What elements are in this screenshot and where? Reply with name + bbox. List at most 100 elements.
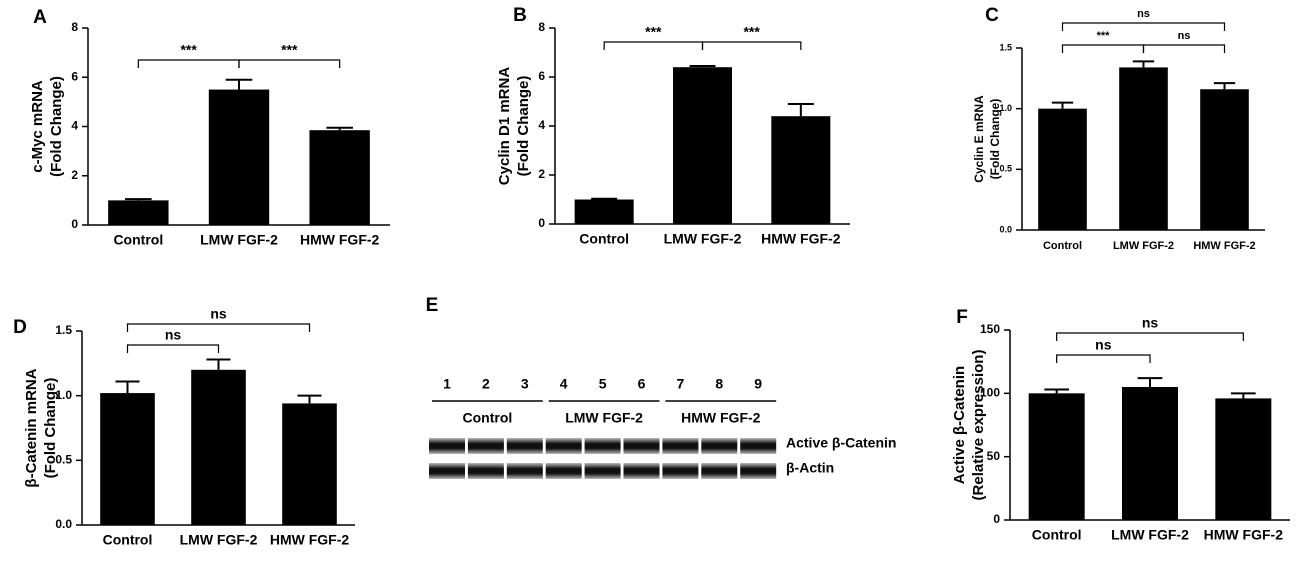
significance-bracket	[1061, 44, 1145, 53]
error-bar	[225, 78, 253, 90]
y-tick-label: 1.5	[999, 42, 1012, 52]
panel-label: B	[513, 5, 527, 26]
group-label: HMW FGF-2	[681, 410, 761, 426]
y-axis-label: β-Catenin mRNA	[23, 368, 40, 487]
significance-label: ***	[743, 24, 760, 40]
y-tick-label: 1.0	[999, 103, 1012, 113]
blot-band	[740, 463, 777, 479]
error-bar	[1051, 101, 1074, 109]
y-axis-label: Active β-Catenin	[951, 366, 968, 484]
x-tick-label: Control	[113, 232, 163, 248]
x-tick-label: HMW FGF-2	[270, 532, 350, 548]
significance-bracket	[1056, 332, 1244, 341]
row-label: β-Actin	[786, 460, 834, 476]
bar	[1122, 387, 1178, 520]
significance-label: ***	[281, 42, 298, 58]
y-tick-label: 100	[980, 386, 1000, 400]
error-bar	[297, 394, 322, 404]
y-axis-label: Cyclin D1 mRNA	[496, 67, 513, 186]
blot-band	[584, 463, 621, 479]
y-tick-label: 2	[71, 168, 78, 182]
bar	[100, 393, 155, 525]
y-tick-label: 8	[71, 20, 78, 34]
blot-band	[467, 438, 504, 454]
x-tick-label: LMW FGF-2	[1113, 240, 1174, 252]
blot-band	[467, 463, 504, 479]
panel-label: A	[33, 7, 47, 28]
x-tick-label: HMW FGF-2	[761, 231, 841, 247]
y-axis-label: (Relative expression)	[970, 350, 987, 501]
y-tick-label: 6	[71, 69, 78, 83]
panel-label: D	[13, 317, 27, 338]
blot-band	[740, 438, 777, 454]
panel-label: C	[985, 5, 999, 26]
bar	[282, 403, 337, 525]
blot-band	[662, 463, 699, 479]
significance-bracket	[1056, 354, 1151, 363]
x-tick-label: LMW FGF-2	[180, 532, 258, 548]
y-tick-label: 2	[538, 167, 545, 181]
y-axis-label: c-Myc mRNA	[29, 80, 46, 173]
significance-label: ***	[1097, 30, 1111, 42]
lane-number: 6	[638, 376, 646, 392]
bar	[673, 67, 732, 224]
blot-band	[623, 438, 660, 454]
x-tick-label: LMW FGF-2	[200, 232, 278, 248]
error-bar	[1137, 377, 1163, 387]
lane-number: 8	[715, 376, 723, 392]
bar	[574, 199, 634, 224]
significance-bracket	[603, 41, 704, 50]
significance-bracket	[1142, 44, 1226, 53]
blot-band	[506, 438, 543, 454]
significance-bracket	[126, 323, 311, 332]
blot-band	[429, 438, 465, 454]
y-tick-label: 0	[71, 217, 78, 231]
significance-label: ***	[645, 24, 662, 40]
y-tick-label: 1.5	[55, 323, 72, 337]
y-tick-label: 8	[538, 20, 545, 34]
error-bar	[1132, 60, 1155, 68]
error-bar	[1213, 82, 1236, 90]
y-tick-label: 0	[538, 216, 545, 230]
lane-number: 1	[443, 376, 451, 392]
y-axis-label: (Fold Change)	[515, 76, 532, 177]
significance-label: ***	[180, 42, 197, 58]
blot-band	[701, 463, 738, 479]
y-tick-label: 0.0	[55, 517, 72, 531]
significance-label: ns	[165, 327, 182, 343]
y-tick-label: 4	[71, 119, 78, 133]
y-tick-label: 6	[538, 69, 545, 83]
lane-number: 2	[482, 376, 490, 392]
y-tick-label: 150	[980, 322, 1000, 336]
blot-band	[545, 438, 582, 454]
significance-bracket	[238, 59, 341, 68]
error-bar	[125, 198, 152, 201]
bar	[1038, 108, 1087, 230]
y-tick-label: 4	[538, 118, 545, 132]
bar	[108, 200, 169, 225]
y-tick-label: 0.5	[55, 453, 72, 467]
y-tick-label: 0.0	[999, 224, 1012, 234]
significance-bracket	[1061, 22, 1226, 31]
y-tick-label: 50	[987, 449, 1001, 463]
group-label: LMW FGF-2	[565, 410, 643, 426]
lane-number: 9	[754, 376, 762, 392]
significance-label: ns	[1137, 8, 1150, 20]
error-bar	[206, 358, 231, 370]
panel-label: E	[426, 295, 439, 316]
error-bar	[115, 380, 140, 394]
significance-bracket	[701, 41, 802, 50]
significance-bracket	[126, 344, 220, 353]
significance-label: ns	[1095, 337, 1112, 353]
blot-band	[662, 438, 699, 454]
y-tick-label: 1.0	[55, 388, 72, 402]
y-tick-label: 0.5	[999, 164, 1012, 174]
error-bar	[689, 64, 716, 68]
error-bar	[1231, 392, 1256, 399]
lane-number: 4	[560, 376, 568, 392]
error-bar	[1044, 388, 1069, 394]
blot-band	[584, 438, 621, 454]
bar	[208, 89, 270, 225]
bar	[1119, 67, 1168, 230]
